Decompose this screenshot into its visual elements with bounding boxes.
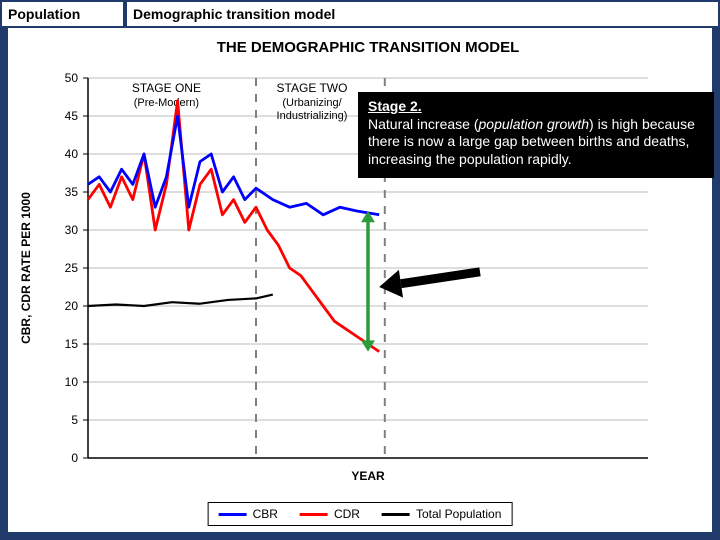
svg-text:CBR, CDR RATE PER 1000: CBR, CDR RATE PER 1000 [19, 192, 33, 344]
svg-text:10: 10 [65, 375, 79, 389]
svg-text:(Urbanizing/: (Urbanizing/ [282, 97, 342, 109]
callout-body: Natural increase (population growth) is … [368, 116, 695, 167]
svg-text:15: 15 [65, 337, 79, 351]
svg-text:25: 25 [65, 261, 79, 275]
legend-swatch [219, 513, 247, 516]
legend-swatch [382, 513, 410, 516]
svg-text:(Pre-Modern): (Pre-Modern) [134, 97, 199, 109]
svg-text:35: 35 [65, 185, 79, 199]
svg-text:THE DEMOGRAPHIC TRANSITION MOD: THE DEMOGRAPHIC TRANSITION MODEL [217, 39, 520, 56]
legend-item-cdr: CDR [300, 507, 360, 521]
callout-title: Stage 2. [368, 98, 422, 114]
svg-text:45: 45 [65, 109, 79, 123]
header-left: Population [0, 0, 125, 28]
header-row: Population Demographic transition model [0, 0, 720, 28]
svg-text:30: 30 [65, 223, 79, 237]
legend-label: Total Population [416, 507, 501, 521]
svg-text:40: 40 [65, 147, 79, 161]
svg-text:STAGE TWO: STAGE TWO [277, 81, 348, 95]
legend-swatch [300, 513, 328, 516]
header-right: Demographic transition model [125, 0, 720, 28]
legend-item-cbr: CBR [219, 507, 278, 521]
svg-text:5: 5 [71, 413, 78, 427]
svg-text:YEAR: YEAR [351, 469, 385, 483]
legend-label: CDR [334, 507, 360, 521]
svg-text:STAGE ONE: STAGE ONE [132, 81, 201, 95]
svg-text:20: 20 [65, 299, 79, 313]
svg-text:50: 50 [65, 71, 79, 85]
svg-text:Industrializing): Industrializing) [277, 110, 348, 122]
svg-text:0: 0 [71, 451, 78, 465]
legend-item-total: Total Population [382, 507, 501, 521]
stage2-callout: Stage 2. Natural increase (population gr… [358, 92, 714, 178]
chart-container: THE DEMOGRAPHIC TRANSITION MODEL 0 5 10 15 20… [8, 28, 712, 532]
legend: CBR CDR Total Population [208, 502, 513, 526]
legend-label: CBR [253, 507, 278, 521]
